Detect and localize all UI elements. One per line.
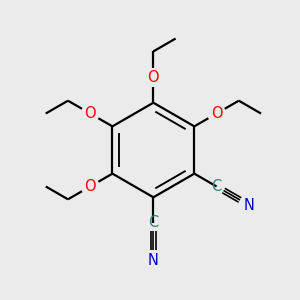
Text: O: O (148, 70, 159, 85)
Text: C: C (148, 215, 158, 230)
Text: N: N (244, 198, 255, 213)
Text: O: O (211, 106, 222, 121)
Text: O: O (84, 179, 96, 194)
Text: N: N (148, 253, 159, 268)
Text: C: C (212, 179, 222, 194)
Text: O: O (84, 106, 96, 121)
